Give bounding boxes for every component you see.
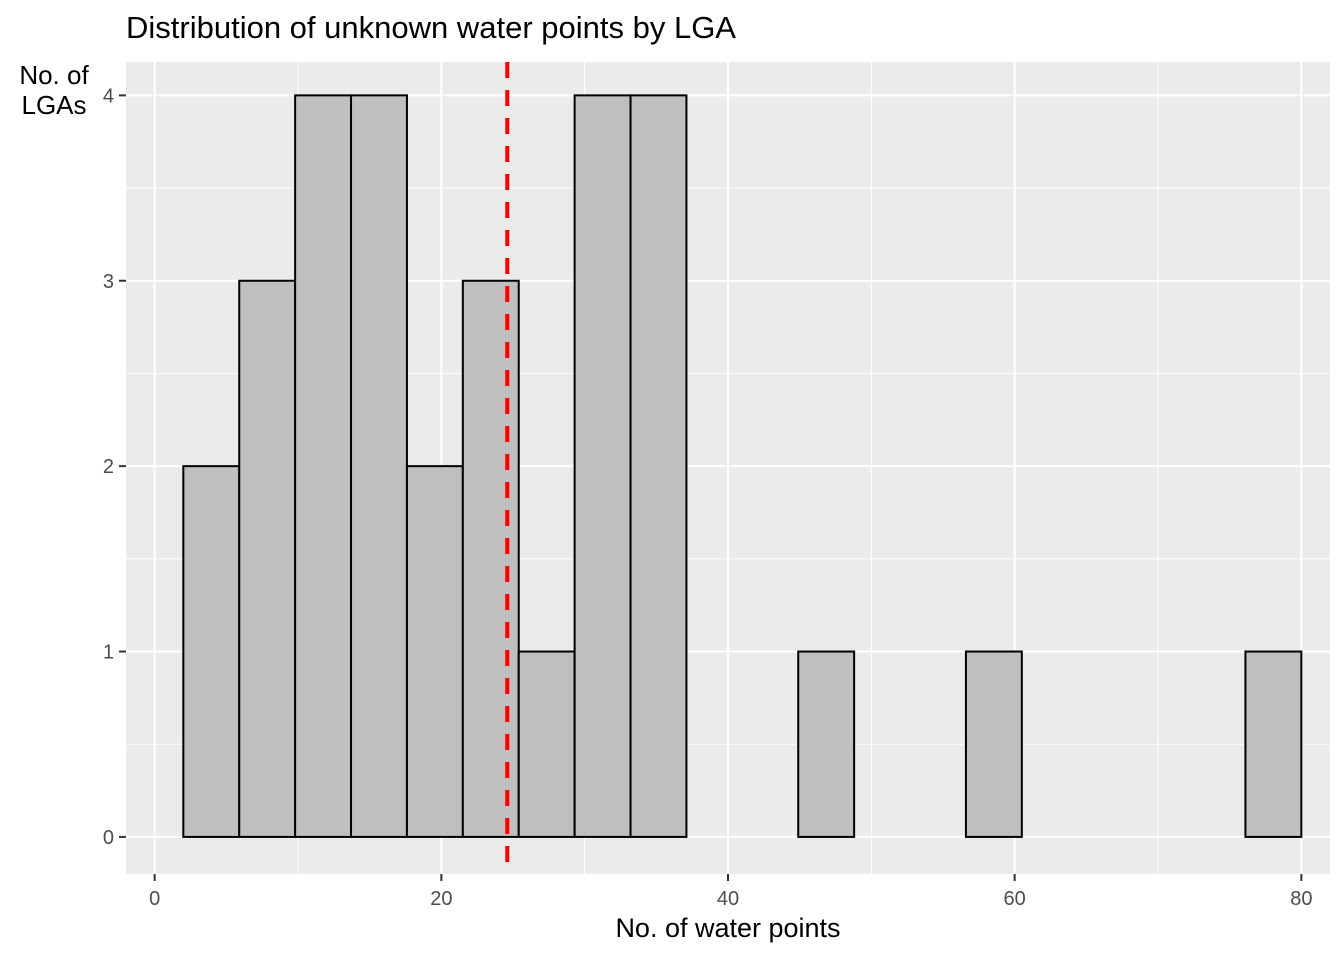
x-tick-label: 40 [717,888,739,910]
y-tick-label: 3 [103,271,114,293]
x-tick-label: 80 [1290,888,1312,910]
histogram-bar [405,465,464,838]
histogram-bar [964,650,1023,838]
y-tick-label: 0 [103,827,114,849]
histogram-bar [461,279,520,838]
histogram-bar [182,465,241,838]
histogram-bar [238,279,297,838]
histogram-bar [1244,650,1303,838]
histogram-bar [629,94,688,838]
histogram-bar [797,650,856,838]
chart-title: Distribution of unknown water points by … [126,10,736,45]
x-tick-label: 0 [149,888,160,910]
y-axis: 0 1 2 3 4 [103,85,126,849]
x-axis-label: No. of water points [615,913,841,943]
histogram-bar [350,94,408,838]
y-axis-label: No. of LGAs [19,60,89,120]
x-tick-label: 20 [430,888,452,910]
y-tick-label: 1 [103,642,114,664]
histogram-bar [294,94,353,838]
x-tick-label: 60 [1004,888,1026,910]
histogram-bar [517,650,576,838]
y-tick-label: 2 [103,456,114,478]
bars [182,94,1303,838]
x-axis: 0 20 40 60 80 [149,874,1312,910]
y-tick-label: 4 [103,85,114,107]
histogram-bar [573,94,632,838]
